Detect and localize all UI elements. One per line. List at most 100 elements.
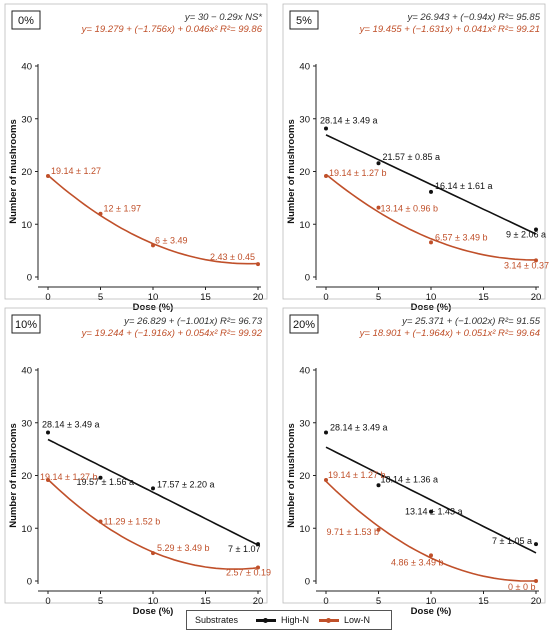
y-axis-label: Number of mushrooms <box>286 119 297 224</box>
fit-line-low <box>325 480 537 582</box>
y-tick-label: 40 <box>299 62 310 73</box>
panel-frame <box>282 3 546 300</box>
panel-label-box <box>289 314 319 334</box>
x-tick-label: 15 <box>200 292 211 303</box>
data-label-low: 2.57 ± 0.19 <box>226 567 271 577</box>
data-point-low <box>534 258 538 263</box>
data-point-high <box>376 483 381 488</box>
data-label-low: 13.14 ± 0.96 b <box>381 204 439 214</box>
x-tick-label: 0 <box>323 596 328 607</box>
data-point-high <box>534 227 538 232</box>
data-point-low <box>46 478 50 483</box>
x-tick-label: 10 <box>426 292 437 303</box>
x-tick-label: 10 <box>148 596 159 607</box>
data-point-low <box>46 174 50 179</box>
data-point-low <box>151 551 155 556</box>
equation-high: y= 30 − 0.29x NS* <box>184 12 262 23</box>
x-axis-label: Dose (%) <box>133 302 174 313</box>
fit-line-high <box>47 438 259 546</box>
data-label-high: 16.14 ± 1.61 a <box>435 181 493 191</box>
legend-label-low: Low-N <box>344 615 371 625</box>
equation-low: y= 19.455 + (−1.631x) + 0.041x² R²= 99.2… <box>359 24 540 35</box>
panel-label: 20% <box>293 319 315 331</box>
data-point-low <box>324 478 328 483</box>
data-label-low: 19.14 ± 1.27 b <box>329 168 387 178</box>
data-label-low: 19.14 ± 1.27 <box>51 166 101 176</box>
panel-frame <box>4 3 268 300</box>
panel-frame <box>4 307 268 604</box>
y-axis-label: Number of mushrooms <box>8 119 19 224</box>
x-tick-label: 15 <box>478 292 489 303</box>
y-tick-label: 0 <box>305 273 310 284</box>
data-label-high: 28.14 ± 3.49 a <box>320 116 378 126</box>
legend-label-high: High-N <box>281 615 310 625</box>
data-point-low <box>376 527 381 532</box>
data-label-low: 6.57 ± 3.49 b <box>435 232 487 242</box>
data-label-low: 0 ± 0 b <box>508 582 535 592</box>
data-point-low <box>376 205 381 210</box>
data-point-low <box>98 211 103 216</box>
data-label-low: 2.43 ± 0.45 <box>210 252 255 262</box>
panel-label: 5% <box>296 15 312 27</box>
data-point-high <box>429 189 433 194</box>
x-tick-label: 10 <box>426 596 437 607</box>
y-tick-label: 0 <box>305 577 310 588</box>
data-point-high <box>98 475 103 480</box>
y-axis-label: Number of mushrooms <box>286 423 297 528</box>
data-point-low <box>151 243 155 248</box>
data-point-low <box>256 565 260 570</box>
x-tick-label: 0 <box>45 292 50 303</box>
legend-item-low: Low-N <box>319 615 370 625</box>
x-tick-label: 5 <box>98 596 103 607</box>
fit-line-low <box>325 173 536 261</box>
chart-panel-1: 0% y= 30 − 0.29x NS*y= 19.279 + (−1.756x)… <box>4 3 268 313</box>
x-tick-label: 0 <box>45 596 50 607</box>
x-tick-label: 20 <box>531 596 542 607</box>
fit-line-high <box>325 446 537 554</box>
y-tick-label: 0 <box>27 273 32 284</box>
data-point-low <box>98 519 103 524</box>
y-tick-label: 10 <box>21 524 32 535</box>
data-label-low: 5.29 ± 3.49 b <box>157 543 209 553</box>
data-point-low <box>534 579 538 583</box>
y-tick-label: 30 <box>299 418 310 429</box>
chart-panel-4: 20% y= 25.371 + (−1.002x) R²= 91.55y= 18.… <box>282 307 546 617</box>
data-point-high <box>376 161 381 166</box>
y-tick-label: 0 <box>27 577 32 588</box>
y-tick-label: 30 <box>299 114 310 125</box>
y-tick-label: 40 <box>21 62 32 73</box>
data-label-high: 18.14 ± 1.36 a <box>381 474 439 484</box>
x-axis-label: Dose (%) <box>411 302 452 313</box>
y-tick-label: 10 <box>21 220 32 231</box>
chart-panel-2: 5% y= 26.943 + (−0.94x) R²= 95.85y= 19.45… <box>282 3 550 313</box>
panel-label: 0% <box>18 15 34 27</box>
data-label-high: 9 ± 2.06 a <box>506 230 546 240</box>
data-label-high: 13.14 ± 1.43 a <box>405 507 463 517</box>
fit-line-high <box>325 134 537 235</box>
data-point-low <box>324 174 328 179</box>
data-point-low <box>256 262 260 267</box>
y-tick-label: 20 <box>21 167 32 178</box>
data-label-high: 28.14 ± 3.49 a <box>42 420 100 430</box>
x-tick-label: 20 <box>531 292 542 303</box>
legend-title: Substrates <box>195 615 239 625</box>
equation-low: y= 19.279 + (−1.756x) + 0.046x² R²= 99.8… <box>81 24 263 35</box>
x-axis-label: Dose (%) <box>411 606 452 617</box>
equation-low: y= 18.901 + (−1.964x) + 0.051x² R²= 99.6… <box>359 328 540 339</box>
x-tick-label: 20 <box>253 292 264 303</box>
y-tick-label: 10 <box>299 220 310 231</box>
x-axis-label: Dose (%) <box>133 606 174 617</box>
fit-line-low <box>47 174 259 265</box>
data-label-low: 11.29 ± 1.52 b <box>104 516 161 526</box>
data-label-low: 3.14 ± 0.37 b <box>504 260 550 270</box>
y-tick-label: 20 <box>21 471 32 482</box>
y-tick-label: 30 <box>21 114 32 125</box>
x-tick-label: 10 <box>148 292 159 303</box>
data-label-low: 9.71 ± 1.53 b <box>327 527 379 537</box>
data-label-high: 21.57 ± 0.85 a <box>383 152 441 162</box>
data-label-low: 12 ± 1.97 <box>104 204 141 214</box>
x-tick-label: 5 <box>98 292 103 303</box>
data-label-high: 17.57 ± 2.20 a <box>157 479 215 489</box>
data-point-high <box>324 430 328 435</box>
